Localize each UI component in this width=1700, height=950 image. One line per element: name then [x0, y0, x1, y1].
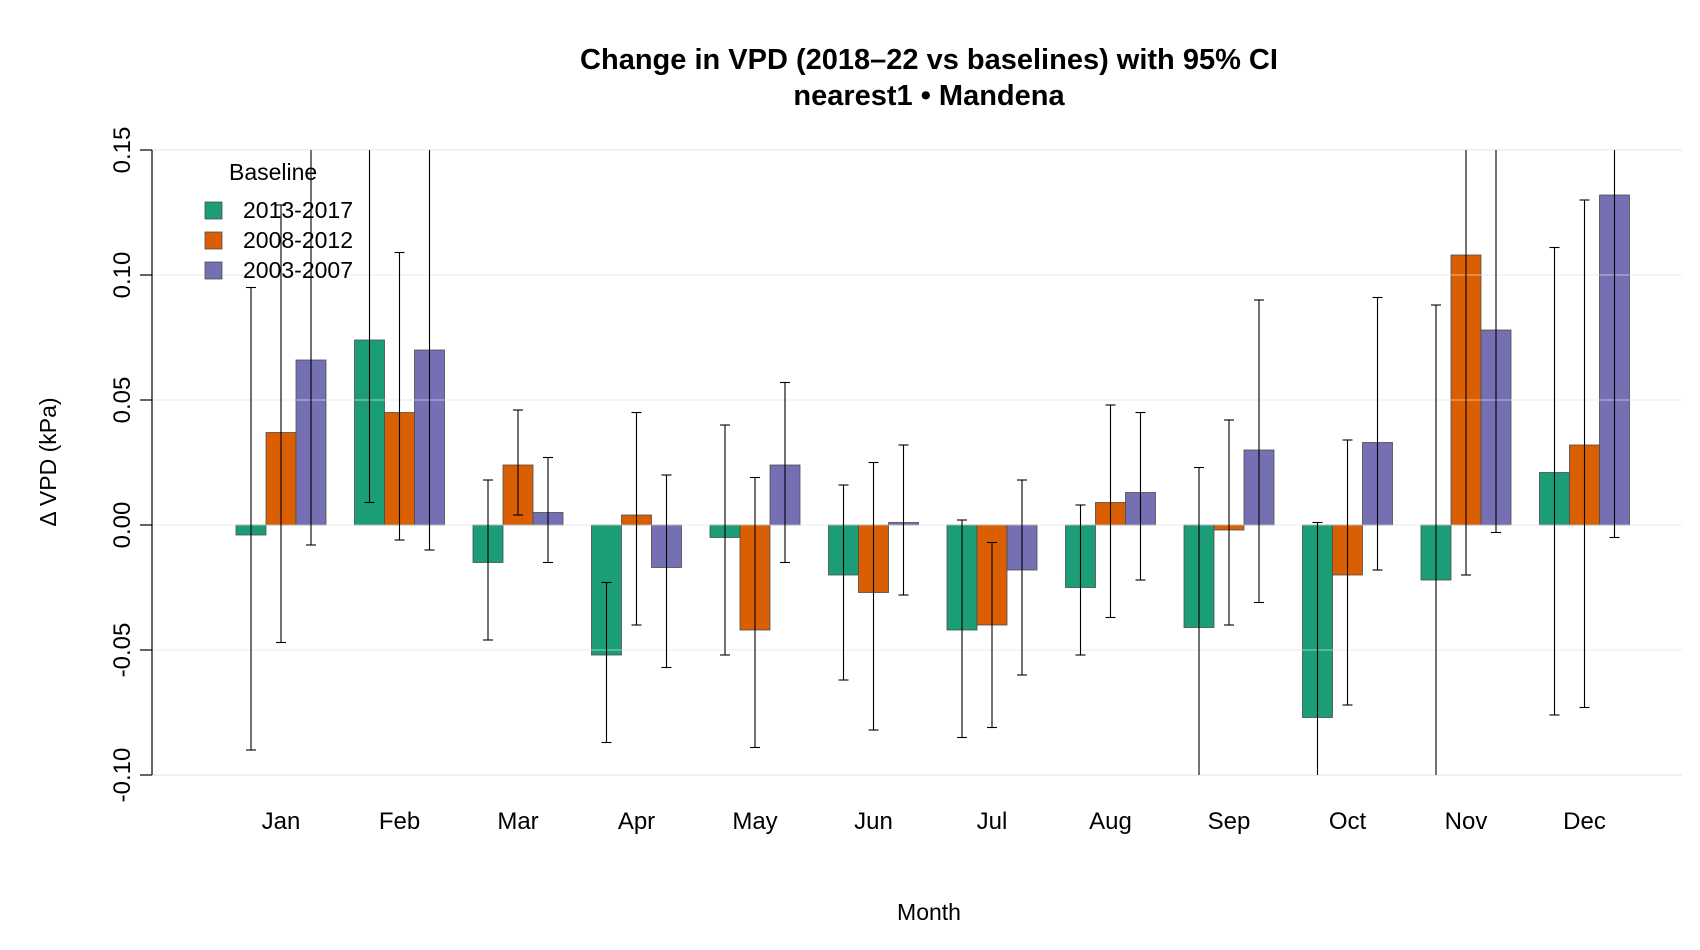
y-tick-label: 0.15: [109, 127, 136, 174]
error-bar-oct-2008-2012: [1342, 439, 1353, 706]
chart-title: Change in VPD (2018–22 vs baselines) wit…: [580, 44, 1278, 76]
x-tick-label: Jul: [977, 808, 1008, 835]
x-tick-label: Jan: [262, 808, 301, 835]
x-tick-label: Aug: [1089, 808, 1132, 835]
legend-swatch: [204, 231, 223, 250]
x-tick-label: Nov: [1445, 808, 1488, 835]
y-tick-label: -0.10: [109, 748, 136, 803]
error-bar-nov-2008-2012: [1461, 150, 1471, 576]
y-tick-label: -0.05: [109, 623, 136, 678]
error-bar-dec-2003-2007: [1609, 150, 1620, 539]
error-bar-sep-2008-2012: [1224, 419, 1234, 626]
error-bar-aug-2008-2012: [1105, 404, 1116, 619]
error-bar-apr-2003-2007: [661, 474, 672, 669]
error-bar-feb-2013-2017: [364, 150, 375, 504]
error-bar-jul-2008-2012: [987, 541, 997, 729]
error-bar-mar-2013-2017: [483, 479, 493, 641]
error-bar-apr-2008-2012: [631, 411, 642, 626]
error-bar-nov-2013-2017: [1431, 304, 1441, 775]
x-tick-label: Dec: [1563, 808, 1606, 835]
error-bar-apr-2013-2017: [601, 581, 612, 744]
x-tick-label: Oct: [1329, 808, 1367, 835]
y-tick-label: 0.10: [109, 252, 136, 299]
x-tick-label: May: [732, 808, 777, 835]
error-bar-jan-2003-2007: [306, 150, 316, 546]
legend-swatch: [204, 201, 223, 220]
x-tick-label: Apr: [618, 808, 655, 835]
error-bar-feb-2003-2007: [424, 150, 435, 551]
error-bar-aug-2013-2017: [1075, 504, 1086, 656]
x-axis-label: Month: [897, 899, 961, 925]
error-bar-jun-2003-2007: [898, 444, 909, 596]
error-bar-mar-2003-2007: [543, 456, 553, 564]
error-bar-oct-2003-2007: [1372, 296, 1383, 571]
error-bar-nov-2003-2007: [1491, 150, 1501, 534]
error-bar-dec-2013-2017: [1549, 246, 1560, 716]
legend-entry: 2013-2017: [243, 197, 353, 223]
legend-title: Baseline: [229, 159, 317, 185]
y-axis-label: Δ VPD (kPa): [35, 397, 61, 526]
error-bar-dec-2008-2012: [1579, 199, 1590, 709]
error-bar-jun-2013-2017: [838, 484, 849, 681]
chart-subtitle: nearest1 • Mandena: [793, 80, 1065, 112]
error-bar-may-2013-2017: [720, 424, 730, 656]
legend-swatch: [204, 261, 223, 280]
error-bar-aug-2003-2007: [1135, 411, 1146, 581]
error-bar-sep-2003-2007: [1254, 299, 1264, 604]
error-bar-jul-2013-2017: [957, 519, 967, 739]
legend-entry: 2008-2012: [243, 227, 353, 253]
x-tick-label: Sep: [1208, 808, 1251, 835]
error-bar-jan-2013-2017: [246, 286, 256, 751]
error-bar-jun-2008-2012: [868, 461, 879, 731]
error-bar-feb-2008-2012: [394, 251, 405, 541]
error-bars: [246, 150, 1620, 775]
error-bar-oct-2013-2017: [1312, 521, 1323, 775]
error-bar-jul-2003-2007: [1017, 479, 1027, 676]
legend: Baseline 2013-2017 2008-2012 2003-2007: [204, 159, 353, 283]
legend-entry: 2003-2007: [243, 257, 353, 283]
axes: -0.10 -0.05 0.00 0.05 0.10 0.15 Jan Feb Mar Apr Ma…: [109, 127, 1606, 835]
bars: [152, 150, 1682, 775]
error-bar-may-2003-2007: [780, 381, 790, 564]
x-tick-label: Jun: [854, 808, 893, 835]
error-bar-mar-2008-2012: [513, 409, 523, 516]
y-tick-label: 0.00: [109, 502, 136, 549]
y-tick-label: 0.05: [109, 377, 136, 424]
x-tick-label: Feb: [379, 808, 420, 835]
error-bar-may-2008-2012: [750, 476, 760, 749]
error-bar-jan-2008-2012: [276, 204, 286, 644]
error-bar-sep-2013-2017: [1194, 466, 1204, 775]
x-tick-label: Mar: [497, 808, 538, 835]
